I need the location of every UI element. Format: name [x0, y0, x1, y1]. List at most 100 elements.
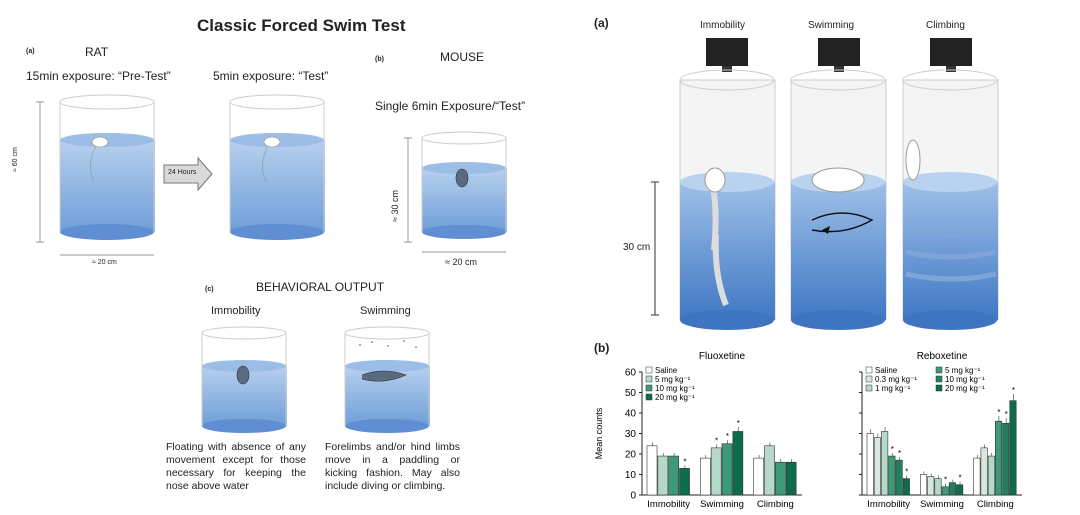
x-tick-label: Swimming — [700, 499, 744, 510]
bar — [956, 484, 964, 496]
bar — [1009, 400, 1017, 496]
right-panel-b-tag: (b) — [594, 341, 610, 355]
rat-icon — [91, 136, 109, 148]
bar — [753, 457, 765, 496]
bar — [710, 447, 722, 496]
mouse-label: MOUSE — [440, 50, 485, 64]
x-tick-label: Climbing — [757, 499, 794, 510]
immobility-tank — [679, 38, 776, 330]
swimming-description: Forelimbs and/or hind limbs move in a pa… — [325, 441, 460, 492]
rat-height-label: ≈ 60 cm — [12, 147, 19, 172]
pretest-label: 15min exposure: “Pre-Test” — [26, 69, 171, 83]
immobility-title: Immobility — [211, 305, 261, 317]
rat-label: RAT — [85, 45, 109, 59]
mouse-icon — [455, 168, 469, 188]
bar — [668, 455, 679, 496]
climbing-header: Climbing — [926, 20, 965, 31]
swimming-tank — [790, 38, 887, 330]
legend-swatch — [865, 375, 873, 383]
bar — [987, 455, 995, 496]
significance-star: * — [715, 437, 718, 446]
significance-star: * — [898, 449, 901, 458]
y-tick-label: 0 — [630, 491, 636, 502]
bar — [995, 420, 1003, 496]
legend-swatch — [865, 384, 873, 392]
legend-label: 0.3 mg kg⁻¹ — [875, 375, 917, 384]
significance-star: * — [997, 408, 1000, 417]
legend-swatch — [645, 366, 653, 374]
bar — [657, 455, 669, 496]
bar — [679, 468, 690, 496]
bar — [973, 457, 981, 496]
rat-width-label: ≈ 20 cm — [92, 259, 117, 266]
significance-star: * — [1005, 410, 1008, 419]
y-tick-label: 30 — [625, 429, 637, 440]
bar — [920, 474, 928, 496]
significance-star: * — [944, 476, 947, 485]
y-tick-label: 40 — [625, 409, 637, 420]
legend-label: 10 mg kg⁻¹ — [945, 375, 985, 384]
y-tick-label: 50 — [625, 388, 637, 399]
swimming-header: Swimming — [808, 20, 855, 31]
behavior-cylinders-drawing — [651, 38, 999, 330]
swimming-cylinder — [344, 326, 430, 433]
legend-label: 20 mg kg⁻¹ — [655, 393, 695, 402]
y-axis-label: Mean counts — [594, 407, 604, 459]
bar — [764, 445, 775, 496]
bar — [1002, 422, 1010, 496]
bar — [785, 461, 797, 496]
right-panel-a-tag: (a) — [594, 16, 609, 30]
bar — [721, 443, 733, 496]
swimming-title: Swimming — [360, 305, 411, 317]
bar — [927, 476, 935, 496]
significance-star: * — [891, 445, 894, 454]
bar — [873, 437, 881, 496]
panel-b-tag: (b) — [375, 56, 384, 63]
bar — [948, 482, 956, 496]
x-tick-label: Immobility — [647, 499, 690, 510]
significance-star: * — [737, 419, 740, 428]
bar — [934, 478, 942, 496]
behavioral-title: BEHAVIORAL OUTPUT — [256, 280, 385, 294]
significance-star: * — [1012, 386, 1015, 395]
climbing-tank — [902, 38, 999, 330]
y-tick-label: 10 — [625, 470, 637, 481]
bar — [895, 459, 903, 496]
bar — [775, 461, 786, 496]
significance-star: * — [905, 468, 908, 477]
legend-swatch — [645, 384, 653, 392]
charts-svg: Fluoxetine 0 10 20 30 40 50 60 Mean counts * Immob… — [594, 351, 1022, 510]
depth-label: 30 cm — [623, 242, 651, 253]
significance-star: * — [726, 432, 729, 441]
legend-swatch — [645, 393, 653, 401]
y-tick-label: 20 — [625, 450, 637, 461]
chart-title: Reboxetine — [917, 351, 968, 362]
immobility-cylinder — [201, 326, 287, 433]
significance-star: * — [958, 474, 961, 483]
test-label: 5min exposure: “Test” — [213, 69, 329, 83]
legend-swatch — [865, 366, 873, 374]
test-cylinder — [229, 94, 325, 240]
y-tick-label: 60 — [625, 368, 637, 379]
left-title: Classic Forced Swim Test — [197, 16, 406, 35]
bar — [888, 455, 896, 496]
legend-swatch — [935, 375, 943, 383]
bar — [866, 433, 874, 496]
legend-label: Saline — [655, 366, 678, 375]
bar — [980, 447, 988, 496]
x-tick-label: Swimming — [920, 499, 964, 510]
legend-label: 5 mg kg⁻¹ — [945, 366, 981, 375]
legend-label: 5 mg kg⁻¹ — [655, 375, 691, 384]
legend-label: 20 mg kg⁻¹ — [945, 384, 985, 393]
legend-swatch — [935, 366, 943, 374]
arrow-label: 24 Hours — [168, 169, 197, 176]
mouse-width-label: ≈ 20 cm — [445, 257, 477, 267]
x-tick-label: Immobility — [867, 499, 910, 510]
bar — [881, 431, 889, 496]
chart-title: Fluoxetine — [699, 351, 746, 362]
rat-floating-icon — [704, 167, 726, 193]
mouse-cylinder — [421, 131, 507, 239]
legend-swatch — [935, 384, 943, 392]
immobility-description: Floating with absence of any movement ex… — [166, 441, 306, 492]
legend-label: 10 mg kg⁻¹ — [655, 384, 695, 393]
